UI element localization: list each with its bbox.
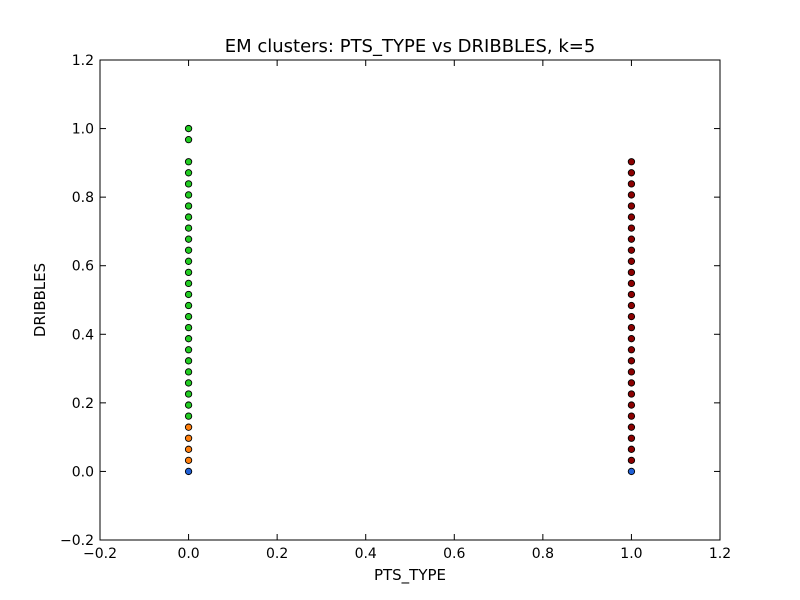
data-point [627,346,636,354]
data-point [627,191,636,199]
data-point [627,467,636,476]
data-point [184,268,193,277]
data-point [627,379,636,387]
data-point [184,323,193,332]
data-point [184,246,193,254]
data-point [627,412,636,420]
data-point [184,456,193,465]
data-point [627,335,636,343]
data-point [184,202,193,210]
data-point [627,301,636,310]
data-point [627,323,636,332]
y-tick-label: 0.4 [72,327,94,343]
data-point [184,169,193,177]
data-points [184,124,636,476]
data-point [184,312,193,321]
data-point [184,445,193,453]
data-point [627,257,636,265]
x-tick-label: 0.4 [355,546,377,562]
y-tick-label: 1.2 [72,53,94,69]
data-point [627,158,636,166]
data-point [627,401,636,409]
y-tick-label: 1.0 [72,122,94,138]
data-point [627,169,636,177]
y-tick-label: 0.0 [72,464,94,480]
y-tick-label: −0.2 [60,533,94,549]
data-point [627,202,636,210]
data-point [184,158,193,166]
x-tick-label: 0.8 [532,546,554,562]
data-point [627,368,636,376]
chart-title: EM clusters: PTS_TYPE vs DRIBBLES, k=5 [225,36,596,57]
data-point [184,390,193,398]
data-point [184,235,193,243]
data-point [184,467,193,476]
x-tick-label: 0.2 [266,546,288,562]
data-point [627,290,636,299]
data-point [627,213,636,221]
data-point [627,279,636,288]
data-point [627,390,636,398]
data-point [184,124,193,133]
data-point [184,335,193,343]
axis-ticks: −0.2 0.0 0.2 0.4 0.6 0.8 1.0 1.2 −0.2 0.0 0.2 0.4 0.… [60,53,731,562]
data-point [184,368,193,376]
data-point [184,257,193,265]
data-point [627,180,636,188]
x-tick-label: 0.6 [443,546,465,562]
y-tick-label: 0.6 [72,259,94,275]
y-tick-label: 0.2 [72,396,94,412]
x-tick-label: 1.2 [709,546,731,562]
x-axis-label: PTS_TYPE [374,566,446,585]
data-point [184,180,193,188]
data-point [184,135,193,144]
data-point [184,412,193,420]
plot-frame [99,59,721,541]
data-point [627,268,636,277]
y-tick-label: 0.8 [72,190,94,206]
x-tick-label: −0.2 [83,546,117,562]
data-point [184,357,193,365]
data-point [627,434,636,442]
data-point [184,346,193,354]
data-point [184,224,193,232]
data-point [627,357,636,365]
data-point [627,312,636,321]
data-point [184,301,193,310]
data-point [627,423,636,431]
data-point [627,445,636,453]
data-point [184,423,193,431]
data-point [184,279,193,288]
x-tick-label: 0.0 [177,546,199,562]
data-point [184,191,193,199]
data-point [627,224,636,232]
data-point [184,290,193,299]
data-point [184,379,193,387]
data-point [627,235,636,243]
y-axis-label: DRIBBLES [31,263,49,337]
data-point [184,401,193,409]
data-point [184,213,193,221]
data-point [184,434,193,442]
data-point [627,246,636,254]
plot-area [100,60,720,540]
x-tick-label: 1.0 [620,546,642,562]
data-point [627,456,636,465]
